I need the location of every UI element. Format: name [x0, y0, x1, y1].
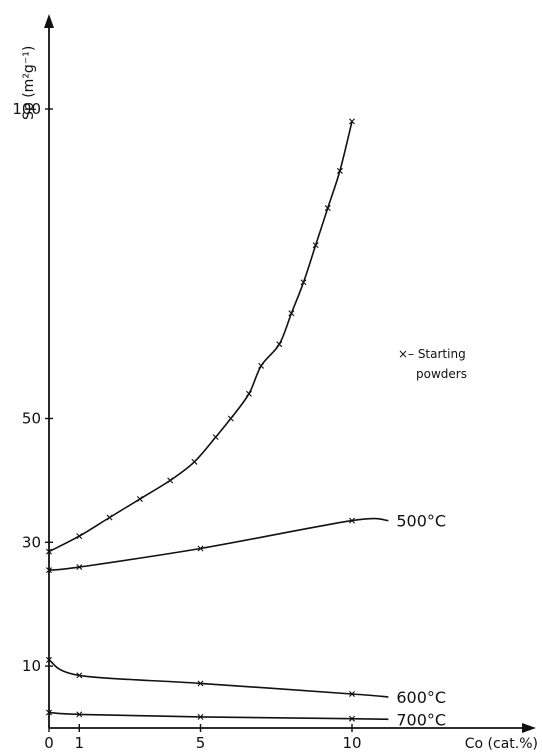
data-point: [349, 118, 355, 125]
data-point: [276, 341, 283, 348]
data-point: [167, 477, 174, 484]
data-point: [46, 709, 52, 716]
y-axis-title: Sp (m²g⁻¹): [21, 46, 37, 120]
series-line: [48, 517, 389, 571]
x-axis-title: Co (cat.%): [465, 736, 538, 752]
data-point: [349, 690, 355, 697]
y-tick-label: 100: [12, 100, 41, 118]
legend: × – Starting powders: [398, 347, 467, 381]
series-label: 500°C: [396, 512, 446, 531]
x-tick-label: 0: [44, 734, 54, 752]
series-3: 700°C: [46, 709, 446, 729]
legend-marker-icon: ×: [398, 347, 408, 361]
data-point: [76, 672, 83, 679]
series-1: 500°C: [46, 512, 446, 574]
x-tick-label: 5: [196, 734, 206, 752]
data-point: [106, 514, 113, 521]
data-point: [245, 390, 252, 397]
data-point: [136, 495, 143, 502]
data-point: [227, 415, 234, 422]
x-tick-label: 10: [342, 734, 361, 752]
data-point: [76, 564, 83, 571]
series-label: 600°C: [396, 688, 446, 707]
legend-line-2: powders: [416, 367, 467, 381]
y-ticks: 10 30 50 100: [12, 100, 53, 675]
data-point: [197, 545, 204, 552]
data-point: [349, 715, 355, 722]
data-point: [300, 279, 307, 286]
data-point: [336, 167, 343, 174]
data-point: [312, 242, 319, 249]
data-point: [76, 711, 83, 718]
x-tick-label: 1: [75, 734, 85, 752]
series-label: 700°C: [396, 710, 446, 729]
series-0: [46, 118, 355, 555]
series-2: 600°C: [46, 656, 446, 707]
legend-line-1: – Starting: [408, 347, 466, 361]
y-tick-label: 10: [22, 657, 41, 675]
series-line: [48, 711, 389, 721]
y-tick-label: 50: [22, 410, 41, 428]
data-point: [258, 362, 265, 369]
data-point: [197, 680, 204, 687]
x-ticks: 0 1 5 10: [44, 724, 362, 752]
data-point: [349, 517, 355, 524]
data-point: [324, 205, 331, 212]
series-group: 500°C 600°C 700°C: [46, 118, 446, 729]
y-axis-arrow-icon: [44, 14, 54, 28]
y-tick-label: 30: [22, 533, 41, 551]
x-axis-arrow-icon: [522, 723, 536, 733]
series-line: [48, 121, 353, 553]
data-point: [46, 567, 52, 574]
data-point: [46, 656, 52, 663]
data-point: [197, 713, 204, 720]
data-point: [191, 458, 198, 465]
data-point: [76, 533, 83, 540]
series-line: [48, 659, 389, 698]
data-point: [46, 548, 52, 555]
data-point: [288, 310, 295, 317]
data-point: [212, 434, 219, 441]
